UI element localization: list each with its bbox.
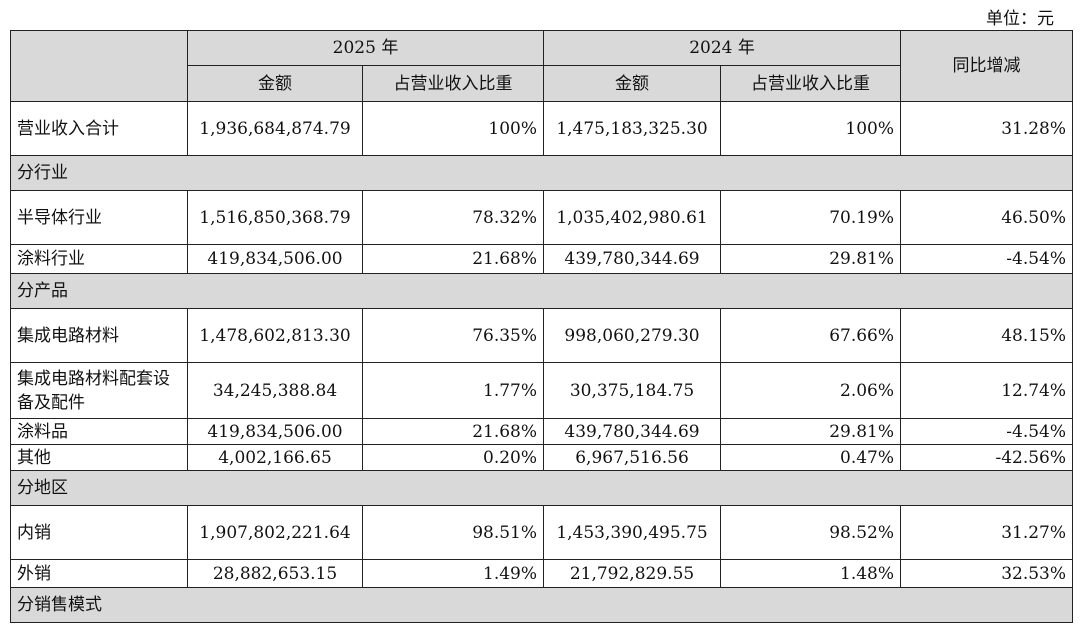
amount: 439,780,344.69 xyxy=(543,244,722,274)
row-label: 涂料行业 xyxy=(10,244,188,274)
amount: 439,780,344.69 xyxy=(543,418,722,445)
amount: 6,967,516.56 xyxy=(543,444,722,471)
share: 98.51% xyxy=(361,505,545,560)
yoy-change: 46.50% xyxy=(900,190,1074,245)
table-row: 外销 28,882,653.15 1.49% 21,792,829.55 1.48% 32… xyxy=(10,559,1074,588)
share: 1.77% xyxy=(361,362,545,419)
share: 21.68% xyxy=(361,244,545,274)
share: 1.49% xyxy=(361,559,545,588)
share: 29.81% xyxy=(720,418,902,445)
section-label: 分地区 xyxy=(9,470,1074,506)
table-row: 分产品 xyxy=(9,273,1074,309)
share: 0.20% xyxy=(361,444,545,471)
section-label: 分销售模式 xyxy=(9,587,1074,623)
amount: 34,245,388.84 xyxy=(187,362,363,419)
amount: 28,882,653.15 xyxy=(187,559,363,588)
revenue-table: 2025 年 2024 年 同比增减 金额 占营业收入比重 金额 占营业收入比重… xyxy=(9,30,1074,623)
share: 70.19% xyxy=(720,190,902,245)
share: 100% xyxy=(361,101,545,156)
table-row: 分行业 xyxy=(9,155,1074,191)
unit-label: 单位：元 xyxy=(986,9,1054,29)
table-row: 分地区 xyxy=(9,470,1074,506)
yoy-change: 12.74% xyxy=(900,362,1074,419)
yoy-change: 31.27% xyxy=(900,505,1074,560)
share: 2.06% xyxy=(720,362,902,419)
amount: 1,936,684,874.79 xyxy=(187,101,363,156)
sub-header: 金额 xyxy=(187,65,363,102)
yoy-change: 48.15% xyxy=(900,308,1074,363)
amount: 1,475,183,325.30 xyxy=(543,101,722,156)
row-label: 集成电路材料配套设备及配件 xyxy=(10,362,188,419)
yoy-change: -4.54% xyxy=(900,244,1074,274)
yoy-change: 31.28% xyxy=(900,101,1074,156)
amount: 1,907,802,221.64 xyxy=(187,505,363,560)
row-label: 半导体行业 xyxy=(10,190,188,245)
share: 21.68% xyxy=(361,418,545,445)
row-label: 外销 xyxy=(10,559,188,588)
table-row: 涂料品 419,834,506.00 21.68% 439,780,344.69 29.… xyxy=(10,418,1074,445)
share: 76.35% xyxy=(361,308,545,363)
amount: 419,834,506.00 xyxy=(187,418,363,445)
share: 67.66% xyxy=(720,308,902,363)
amount: 4,002,166.65 xyxy=(187,444,363,471)
amount: 1,478,602,813.30 xyxy=(187,308,363,363)
section-label: 分行业 xyxy=(9,155,1074,191)
share: 1.48% xyxy=(720,559,902,588)
yoy-change: -4.54% xyxy=(900,418,1074,445)
share: 0.47% xyxy=(720,444,902,471)
amount: 419,834,506.00 xyxy=(187,244,363,274)
year-header: 2025 年 xyxy=(186,30,545,66)
row-label: 内销 xyxy=(10,505,188,560)
share: 100% xyxy=(720,101,902,156)
change-header: 同比增减 xyxy=(900,30,1074,102)
table-row: 集成电路材料配套设备及配件 34,245,388.84 1.77% 30,375,18… xyxy=(10,362,1074,419)
row-label: 涂料品 xyxy=(10,418,188,445)
amount: 21,792,829.55 xyxy=(543,559,722,588)
table-body: 营业收入合计 1,936,684,874.79 100% 1,475,183,325.… xyxy=(9,101,1074,623)
amount: 1,516,850,368.79 xyxy=(187,190,363,245)
amount: 1,453,390,495.75 xyxy=(543,505,722,560)
table-row: 半导体行业 1,516,850,368.79 78.32% 1,035,402,980… xyxy=(10,190,1074,245)
table-row: 其他 4,002,166.65 0.20% 6,967,516.56 0.47% -42.… xyxy=(10,444,1074,471)
yoy-change: 32.53% xyxy=(900,559,1074,588)
sub-header: 金额 xyxy=(543,65,722,102)
year-header: 2024 年 xyxy=(543,30,902,66)
amount: 30,375,184.75 xyxy=(543,362,722,419)
table-row: 分销售模式 xyxy=(9,587,1074,623)
table-row: 内销 1,907,802,221.64 98.51% 1,453,390,495.75… xyxy=(10,505,1074,560)
row-label: 集成电路材料 xyxy=(10,308,188,363)
row-label: 其他 xyxy=(10,444,188,471)
table-row: 集成电路材料 1,478,602,813.30 76.35% 998,060,279.… xyxy=(10,308,1074,363)
row-label: 营业收入合计 xyxy=(10,101,188,156)
table-row: 营业收入合计 1,936,684,874.79 100% 1,475,183,325.… xyxy=(10,101,1074,156)
share: 78.32% xyxy=(361,190,545,245)
share: 29.81% xyxy=(720,244,902,274)
amount: 998,060,279.30 xyxy=(543,308,722,363)
amount: 1,035,402,980.61 xyxy=(543,190,722,245)
corner-cell xyxy=(10,30,188,102)
sub-header: 占营业收入比重 xyxy=(720,65,902,102)
section-label: 分产品 xyxy=(9,273,1074,309)
share: 98.52% xyxy=(720,505,902,560)
table-row: 涂料行业 419,834,506.00 21.68% 439,780,344.69 29… xyxy=(10,244,1074,274)
sub-header: 占营业收入比重 xyxy=(361,65,545,102)
yoy-change: -42.56% xyxy=(900,444,1074,471)
